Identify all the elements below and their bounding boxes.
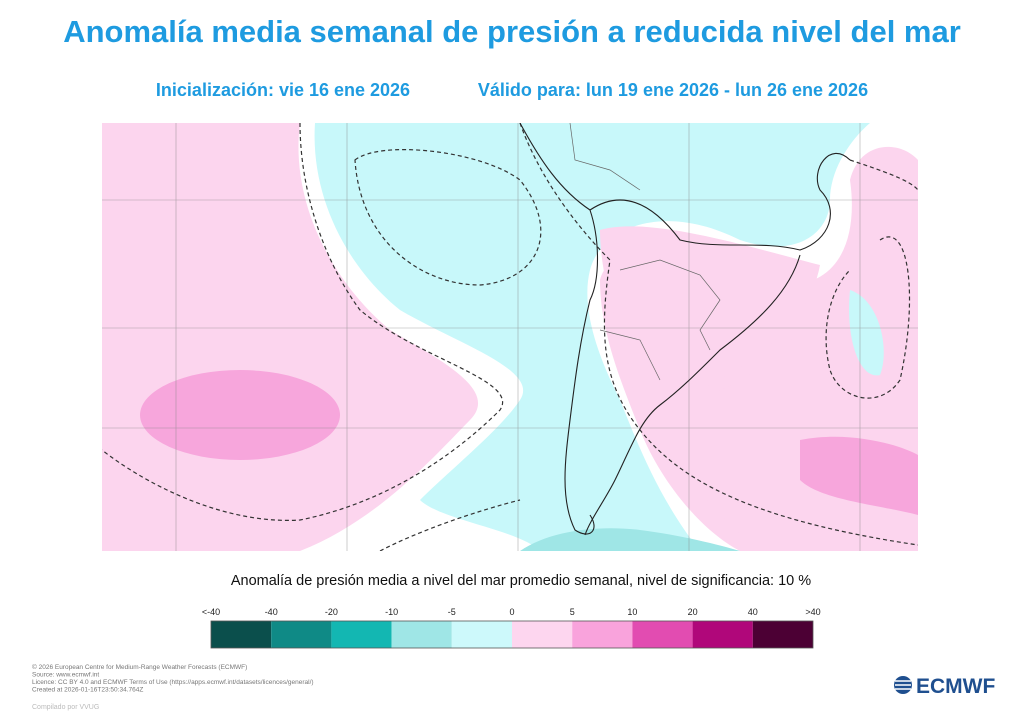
colorbar-label: >40: [805, 607, 820, 617]
footer: © 2026 European Centre for Medium-Range …: [32, 663, 314, 694]
colorbar-label: 40: [748, 607, 758, 617]
colorbar-label: -20: [325, 607, 338, 617]
legend-title: Anomalía de presión media a nivel del ma…: [231, 573, 811, 589]
colorbar-label: -40: [265, 607, 278, 617]
map: [102, 123, 918, 551]
valid-period: Válido para: lun 19 ene 2026 - lun 26 en…: [478, 80, 868, 100]
colorbar-swatch: [331, 621, 392, 648]
title: Anomalía media semanal de presión a redu…: [63, 14, 961, 49]
logo: ECMWF: [894, 675, 995, 698]
colorbar-label: 10: [627, 607, 637, 617]
footer-line: Licence: CC BY 4.0 and ECMWF Terms of Us…: [32, 679, 314, 686]
colorbar-swatch: [391, 621, 452, 648]
initialization: Inicialización: vie 16 ene 2026: [156, 80, 410, 100]
colorbar-label: -5: [448, 607, 456, 617]
compiled-note: Compilado por VVUG: [32, 704, 99, 711]
colorbar-label: 5: [570, 607, 575, 617]
colorbar-swatch: [572, 621, 633, 648]
colorbar-swatch: [451, 621, 512, 648]
colorbar-swatch: [512, 621, 573, 648]
colorbar-swatch: [632, 621, 693, 648]
colorbar: <-40 -40 -20 -10 -5 0 5 10 20 40 >40: [202, 607, 821, 649]
colorbar-swatch: [211, 621, 272, 648]
colorbar-label: -10: [385, 607, 398, 617]
footer-line: Source: www.ecmwf.int: [32, 672, 99, 679]
colorbar-label: 20: [688, 607, 698, 617]
colorbar-label: <-40: [202, 607, 220, 617]
colorbar-label: 0: [509, 607, 514, 617]
footer-line: © 2026 European Centre for Medium-Range …: [32, 663, 247, 671]
colorbar-swatch: [692, 621, 753, 648]
footer-line: Created at 2026-01-16T23:50:34.764Z: [32, 687, 143, 694]
colorbar-swatch: [752, 621, 813, 648]
logo-text: ECMWF: [916, 675, 995, 698]
colorbar-border: [210, 620, 814, 649]
colorbar-swatch: [271, 621, 332, 648]
